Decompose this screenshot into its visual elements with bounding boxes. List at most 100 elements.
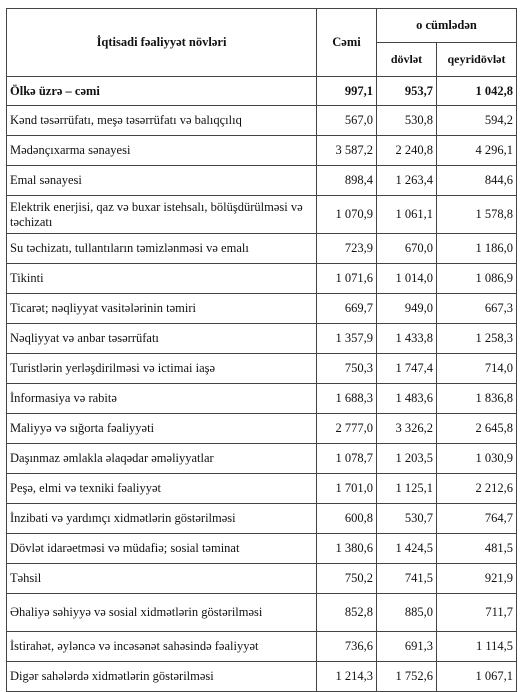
row-name: Kənd təsərrüfatı, meşə təsərrüfatı və ba… xyxy=(6,105,317,136)
row-total: 750,2 xyxy=(316,563,377,594)
table-row: Ticarət; nəqliyyat vasitələrinin təmiri 6… xyxy=(6,293,518,324)
row-state: 1 061,1 xyxy=(376,195,437,234)
row-state: 1 433,8 xyxy=(376,323,437,354)
row-total: 669,7 xyxy=(316,293,377,324)
table-row: Daşınmaz əmlakla əlaqədar əməliyyatlar 1 … xyxy=(6,443,518,474)
row-nonstate: 1 086,9 xyxy=(435,263,518,294)
row-name: Nəqliyyat və anbar təsərrüfatı xyxy=(6,323,317,354)
row-state: 741,5 xyxy=(376,563,437,594)
header-total: Cəmi xyxy=(316,8,377,77)
table-row: Dövlət idarəetməsi və müdafiə; sosial tə… xyxy=(6,533,518,564)
row-total: 2 777,0 xyxy=(316,413,377,444)
row-name: Peşə, elmi və texniki fəaliyyət xyxy=(6,473,317,504)
row-nonstate: 844,6 xyxy=(435,165,518,196)
row-nonstate: 921,9 xyxy=(435,563,518,594)
row-total: 567,0 xyxy=(316,105,377,136)
header-nonstate: qeyridövlət xyxy=(435,42,518,77)
header-including: o cümlədən xyxy=(375,8,518,43)
row-nonstate: 4 296,1 xyxy=(435,135,518,166)
row-total: 898,4 xyxy=(316,165,377,196)
row-nonstate: 1 067,1 xyxy=(435,661,518,692)
row-name: Daşınmaz əmlakla əlaqədar əməliyyatlar xyxy=(6,443,317,474)
row-state: 1 125,1 xyxy=(376,473,437,504)
row-nonstate: 1 578,8 xyxy=(435,195,518,234)
row-nonstate: 1 114,5 xyxy=(435,631,518,662)
table-row: Elektrik enerjisi, qaz və buxar istehsal… xyxy=(6,195,518,234)
row-total: 1 071,6 xyxy=(316,263,377,294)
row-name: Ölkə üzrə – cəmi xyxy=(6,76,317,106)
row-total: 1 380,6 xyxy=(316,533,377,564)
row-state: 1 752,6 xyxy=(376,661,437,692)
row-name: Mədənçıxarma sənayesi xyxy=(6,135,317,166)
wage-table: İqtisadi fəaliyyət növləri Cəmi o cümləd… xyxy=(6,8,518,692)
row-state: 1 263,4 xyxy=(376,165,437,196)
row-name: Turistlərin yerləşdirilməsi və ictimai i… xyxy=(6,353,317,384)
row-state: 885,0 xyxy=(376,593,437,632)
row-state: 2 240,8 xyxy=(376,135,437,166)
row-total: 1 688,3 xyxy=(316,383,377,414)
row-total: 997,1 xyxy=(316,76,377,106)
row-state: 670,0 xyxy=(376,233,437,264)
header-activity: İqtisadi fəaliyyət növləri xyxy=(6,8,317,77)
row-total: 736,6 xyxy=(316,631,377,662)
table-row: Nəqliyyat və anbar təsərrüfatı 1 357,9 1 4… xyxy=(6,323,518,354)
row-total: 723,9 xyxy=(316,233,377,264)
header-state: dövlət xyxy=(376,42,437,77)
table-row: İnformasiya və rabitə 1 688,3 1 483,6 1 836… xyxy=(6,383,518,414)
row-name: Tikinti xyxy=(6,263,317,294)
row-nonstate: 1 030,9 xyxy=(435,443,518,474)
row-total: 600,8 xyxy=(316,503,377,534)
table-row: Əhaliyə səhiyyə və sosial xidmətlərin gö… xyxy=(6,593,518,632)
row-nonstate: 714,0 xyxy=(435,353,518,384)
row-total: 1 357,9 xyxy=(316,323,377,354)
table-row: Peşə, elmi və texniki fəaliyyət 1 701,0 1 … xyxy=(6,473,518,504)
table-row: Emal sənayesi 898,4 1 263,4 844,6 xyxy=(6,165,518,196)
row-nonstate: 1 186,0 xyxy=(435,233,518,264)
row-total: 1 070,9 xyxy=(316,195,377,234)
row-nonstate: 667,3 xyxy=(435,293,518,324)
table-row: Mədənçıxarma sənayesi 3 587,2 2 240,8 4 296… xyxy=(6,135,518,166)
row-total: 1 078,7 xyxy=(316,443,377,474)
row-name: Elektrik enerjisi, qaz və buxar istehsal… xyxy=(6,195,317,234)
row-name: Təhsil xyxy=(6,563,317,594)
row-nonstate: 764,7 xyxy=(435,503,518,534)
table-row: Maliyyə və sığorta fəaliyyəti 2 777,0 3 32… xyxy=(6,413,518,444)
row-name: Dövlət idarəetməsi və müdafiə; sosial tə… xyxy=(6,533,317,564)
row-name: Digər sahələrdə xidmətlərin göstərilməsi xyxy=(6,661,317,692)
table-row: Tikinti 1 071,6 1 014,0 1 086,9 xyxy=(6,263,518,294)
row-name: İstirahət, əyləncə və incəsənət sahəsind… xyxy=(6,631,317,662)
row-nonstate: 2 645,8 xyxy=(435,413,518,444)
row-nonstate: 594,2 xyxy=(435,105,518,136)
row-state: 1 203,5 xyxy=(376,443,437,474)
row-name: İnzibati və yardımçı xidmətlərin göstəri… xyxy=(6,503,317,534)
row-name: Əhaliyə səhiyyə və sosial xidmətlərin gö… xyxy=(6,593,317,632)
row-total: 3 587,2 xyxy=(316,135,377,166)
row-state: 1 424,5 xyxy=(376,533,437,564)
row-total: 750,3 xyxy=(316,353,377,384)
table-row: İnzibati və yardımçı xidmətlərin göstəri… xyxy=(6,503,518,534)
row-name: Emal sənayesi xyxy=(6,165,317,196)
row-name: Su təchizatı, tullantıların təmizlənməsi… xyxy=(6,233,317,264)
row-nonstate: 2 212,6 xyxy=(435,473,518,504)
table-row: İstirahət, əyləncə və incəsənət sahəsind… xyxy=(6,631,518,662)
table-row: Təhsil 750,2 741,5 921,9 xyxy=(6,563,518,594)
row-state: 3 326,2 xyxy=(376,413,437,444)
row-nonstate: 1 042,8 xyxy=(435,76,518,106)
row-state: 530,8 xyxy=(376,105,437,136)
row-state: 691,3 xyxy=(376,631,437,662)
row-state: 953,7 xyxy=(376,76,437,106)
row-nonstate: 711,7 xyxy=(435,593,518,632)
table-body: Ölkə üzrə – cəmi 997,1 953,7 1 042,8 Kənd tə… xyxy=(6,76,518,692)
table-row: Digər sahələrdə xidmətlərin göstərilməsi… xyxy=(6,661,518,692)
row-total: 1 214,3 xyxy=(316,661,377,692)
row-state: 1 483,6 xyxy=(376,383,437,414)
row-name: Ticarət; nəqliyyat vasitələrinin təmiri xyxy=(6,293,317,324)
row-state: 1 014,0 xyxy=(376,263,437,294)
table-row-total: Ölkə üzrə – cəmi 997,1 953,7 1 042,8 xyxy=(6,76,518,106)
row-state: 1 747,4 xyxy=(376,353,437,384)
row-nonstate: 481,5 xyxy=(435,533,518,564)
row-name: İnformasiya və rabitə xyxy=(6,383,317,414)
row-state: 530,7 xyxy=(376,503,437,534)
row-name: Maliyyə və sığorta fəaliyyəti xyxy=(6,413,317,444)
table-row: Su təchizatı, tullantıların təmizlənməsi… xyxy=(6,233,518,264)
